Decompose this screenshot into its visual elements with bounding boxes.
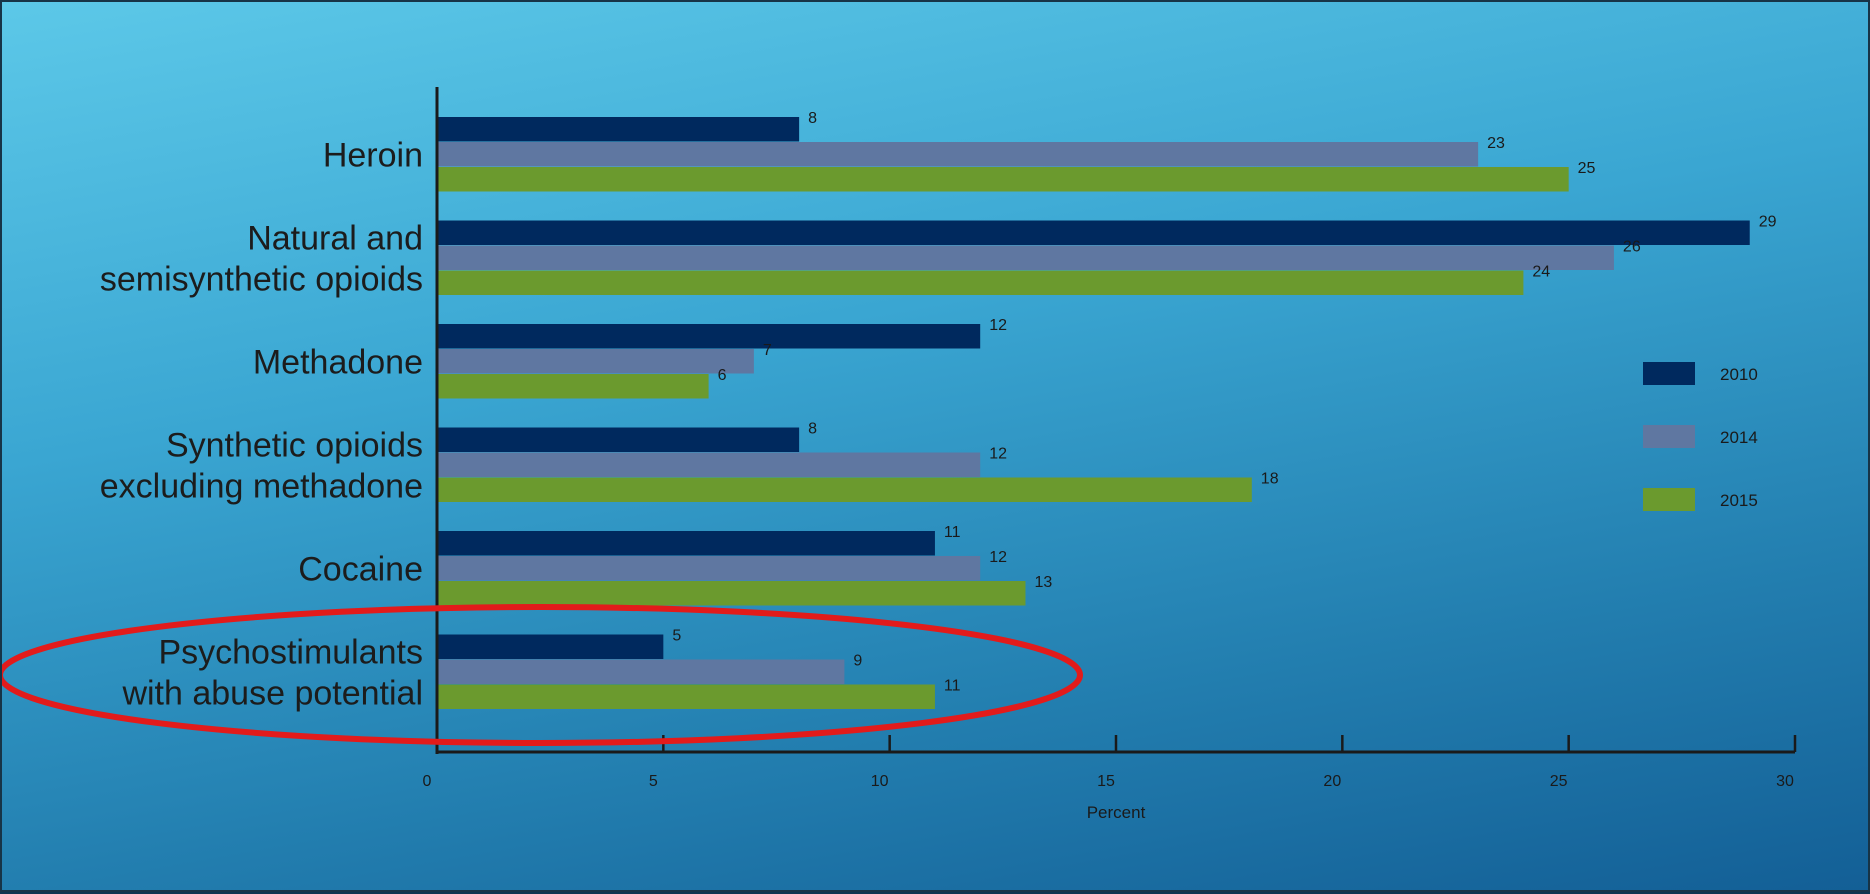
x-tick-label-2: 10 xyxy=(871,773,889,790)
data-label-2015-1: 24 xyxy=(1532,264,1550,281)
bar-2010-0 xyxy=(437,117,800,142)
data-label-2014-0: 23 xyxy=(1487,135,1505,152)
data-label-2010-1: 29 xyxy=(1759,214,1777,231)
legend-swatch-2015 xyxy=(1643,488,1695,511)
bar-2014-0 xyxy=(437,142,1479,167)
bar-2014-5 xyxy=(437,659,845,684)
bar-2010-5 xyxy=(437,634,664,659)
legend-label-2014: 2014 xyxy=(1720,428,1758,447)
data-label-2015-2: 6 xyxy=(718,367,727,384)
data-label-2010-3: 8 xyxy=(808,421,817,438)
x-axis-title: Percent xyxy=(1087,803,1146,822)
bar-2014-3 xyxy=(437,452,981,477)
bar-2015-5 xyxy=(437,684,935,709)
bar-2014-4 xyxy=(437,556,981,581)
data-label-2014-1: 26 xyxy=(1623,239,1641,256)
category-label-0-0: Heroin xyxy=(323,137,423,175)
legend-swatch-2010 xyxy=(1643,362,1695,385)
category-label-3-1: excluding methadone xyxy=(100,468,423,506)
data-label-2010-2: 12 xyxy=(989,317,1007,334)
x-tick-label-1: 5 xyxy=(649,773,658,790)
legend-label-2010: 2010 xyxy=(1720,365,1758,384)
category-label-2-0: Methadone xyxy=(253,344,423,382)
data-label-2014-2: 7 xyxy=(763,342,772,359)
bar-2010-2 xyxy=(437,324,981,349)
category-label-3-0: Synthetic opioids xyxy=(166,427,423,465)
data-label-2015-4: 13 xyxy=(1034,574,1052,591)
category-label-5-1: with abuse potential xyxy=(121,675,423,713)
data-label-2014-3: 12 xyxy=(989,446,1007,463)
data-label-2014-5: 9 xyxy=(853,653,862,670)
x-tick-label-6: 30 xyxy=(1776,773,1794,790)
data-label-2014-4: 12 xyxy=(989,549,1007,566)
bar-2010-4 xyxy=(437,531,935,556)
category-label-1-1: semisynthetic opioids xyxy=(100,261,423,299)
x-tick-label-4: 20 xyxy=(1323,773,1341,790)
bar-2010-1 xyxy=(437,220,1750,245)
data-label-2010-0: 8 xyxy=(808,110,817,127)
category-label-5-0: Psychostimulants xyxy=(158,634,423,672)
highlight-ellipse xyxy=(2,604,1083,746)
bar-2015-1 xyxy=(437,270,1524,295)
bar-2015-0 xyxy=(437,167,1569,192)
bar-2015-4 xyxy=(437,581,1026,606)
bar-2015-3 xyxy=(437,477,1252,502)
category-label-4-0: Cocaine xyxy=(298,551,423,589)
x-tick-label-3: 15 xyxy=(1097,773,1115,790)
data-label-2015-0: 25 xyxy=(1578,160,1596,177)
x-tick-label-0: 0 xyxy=(423,773,432,790)
bar-2014-1 xyxy=(437,245,1614,270)
data-label-2010-5: 5 xyxy=(672,628,681,645)
bar-2010-3 xyxy=(437,427,800,452)
data-label-2015-3: 18 xyxy=(1261,471,1279,488)
data-label-2010-4: 11 xyxy=(944,524,961,541)
legend-swatch-2014 xyxy=(1643,425,1695,448)
x-tick-label-5: 25 xyxy=(1550,773,1568,790)
category-label-1-0: Natural and xyxy=(247,220,423,258)
legend-label-2015: 2015 xyxy=(1720,491,1758,510)
bar-2014-2 xyxy=(437,349,754,374)
data-label-2015-5: 11 xyxy=(944,678,961,695)
bar-2015-2 xyxy=(437,374,709,399)
